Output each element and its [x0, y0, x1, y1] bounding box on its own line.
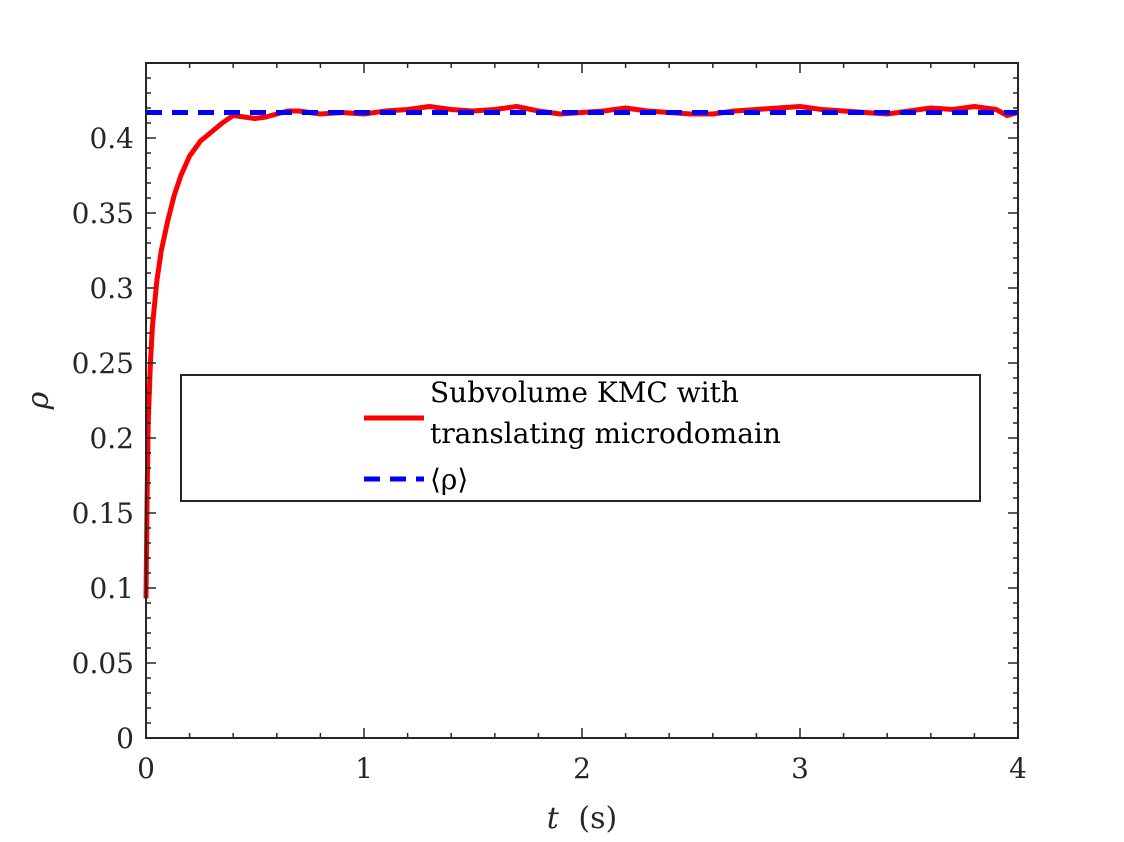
y-tick-label: 0.3	[89, 272, 134, 305]
x-tick-label: 3	[791, 752, 809, 785]
y-tick-label: 0.05	[72, 647, 134, 680]
y-tick-label: 0.1	[89, 572, 134, 605]
legend-label-subvolume-kmc-line1: Subvolume KMC with	[430, 376, 739, 409]
x-tick-label: 2	[573, 752, 591, 785]
x-axis-unit: (s)	[578, 801, 617, 836]
y-tick-label: 0.25	[72, 347, 134, 380]
plot-content	[143, 104, 1019, 599]
axis-ticks	[145, 62, 1019, 739]
tick-labels: 0 1 2 3 4 0 0.05 0.1 0.15 0.2 0.25 0.3 0.35 0.4	[72, 122, 1027, 785]
x-axis-label: t (s)	[547, 801, 617, 836]
x-tick-label: 1	[355, 752, 373, 785]
legend-box	[180, 374, 981, 502]
x-tick-label: 0	[137, 752, 155, 785]
y-tick-label: 0.15	[72, 497, 134, 530]
y-tick-label: 0.35	[72, 197, 134, 230]
y-axis-label: ρ	[21, 391, 56, 410]
y-tick-label: 0.4	[89, 122, 134, 155]
legend-label-subvolume-kmc-line2: translating microdomain	[430, 417, 781, 450]
legend-label-mean-rho: ⟨ρ⟩	[430, 463, 468, 496]
x-tick-label: 4	[1009, 752, 1027, 785]
series-line-subvolume-kmc	[143, 104, 1019, 599]
legend: Subvolume KMC with translating microdoma…	[180, 374, 981, 502]
x-axis-variable: t	[547, 801, 560, 836]
y-tick-label: 0	[116, 722, 134, 755]
y-tick-label: 0.2	[89, 422, 134, 455]
